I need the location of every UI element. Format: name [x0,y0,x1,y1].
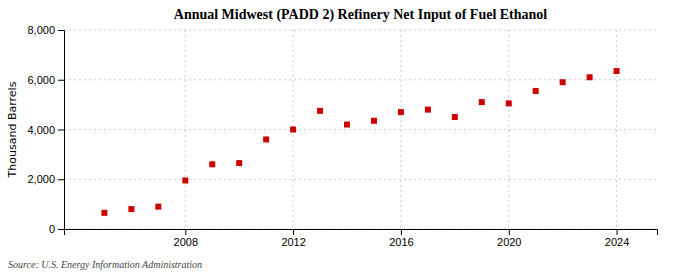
plot-area: 2008 2012 2016 2020 2024 0 2,000 4,000 6,000 8,00… [27,24,657,248]
point [425,107,431,113]
axis-line [58,31,65,230]
chart-container: 2008 2012 2016 2020 2024 0 2,000 4,000 6,000 8,00… [0,0,675,275]
tick-mark [401,229,402,235]
point [398,109,404,115]
grid-line-y [64,129,657,130]
point [317,108,323,114]
grid-line-x [616,30,617,229]
tick-label: 2020 [497,236,521,248]
point [155,204,161,210]
grid-line-x [508,30,509,229]
tick-label: 0 [49,223,55,235]
tick-label: 2008 [174,236,198,248]
tick: 2020 [497,229,521,248]
tick: 2008 [174,229,198,248]
point [209,161,215,167]
chart-svg: 2008 2012 2016 2020 2024 0 2,000 4,000 6,000 8,00… [0,0,675,275]
tick-label: 4,000 [27,124,55,136]
point [560,79,566,85]
tick-mark [58,30,64,31]
tick-mark [58,179,64,180]
point [587,74,593,80]
tick-mark [58,130,64,131]
point [533,88,539,94]
tick-mark [293,229,294,235]
tick-mark [58,229,64,230]
point [344,122,350,128]
tick: 2,000 [27,173,64,185]
tick: 8,000 [27,24,64,36]
tick: 2012 [281,229,305,248]
point [479,99,485,105]
grid [64,30,657,229]
tick-label: 2012 [281,236,305,248]
point [236,160,242,166]
point [371,118,377,124]
point [290,127,296,133]
axis-line [65,230,658,236]
source-note: Source: U.S. Energy Information Administ… [8,259,202,270]
point [128,206,134,212]
grid-line-y [64,179,657,180]
x-axis: 2008 2012 2016 2020 2024 [65,229,658,248]
tick: 0 [49,223,64,235]
point [263,136,269,142]
y-axis-title: Thousand Barrels [6,81,19,178]
point [182,177,188,183]
tick: 4,000 [27,124,64,136]
grid-line-y [64,79,657,80]
points [101,68,619,216]
tick-label: 2,000 [27,173,55,185]
point [452,114,458,120]
tick: 6,000 [27,74,64,86]
tick-label: 2016 [389,236,413,248]
tick-mark [58,80,64,81]
tick: 2024 [605,229,629,248]
point [614,68,620,74]
point [506,100,512,106]
tick: 2016 [389,229,413,248]
tick-mark [617,229,618,235]
tick-label: 2024 [605,236,629,248]
y-axis: 0 2,000 4,000 6,000 8,000 [27,24,64,235]
point [101,210,107,216]
grid-line-x [400,30,401,229]
grid-line-y [64,30,657,31]
tick-mark [185,229,186,235]
tick-label: 8,000 [27,24,55,36]
grid-line-x [185,30,186,229]
tick-label: 6,000 [27,74,55,86]
tick-mark [509,229,510,235]
title: Annual Midwest (PADD 2) Refinery Net Inp… [174,7,548,23]
